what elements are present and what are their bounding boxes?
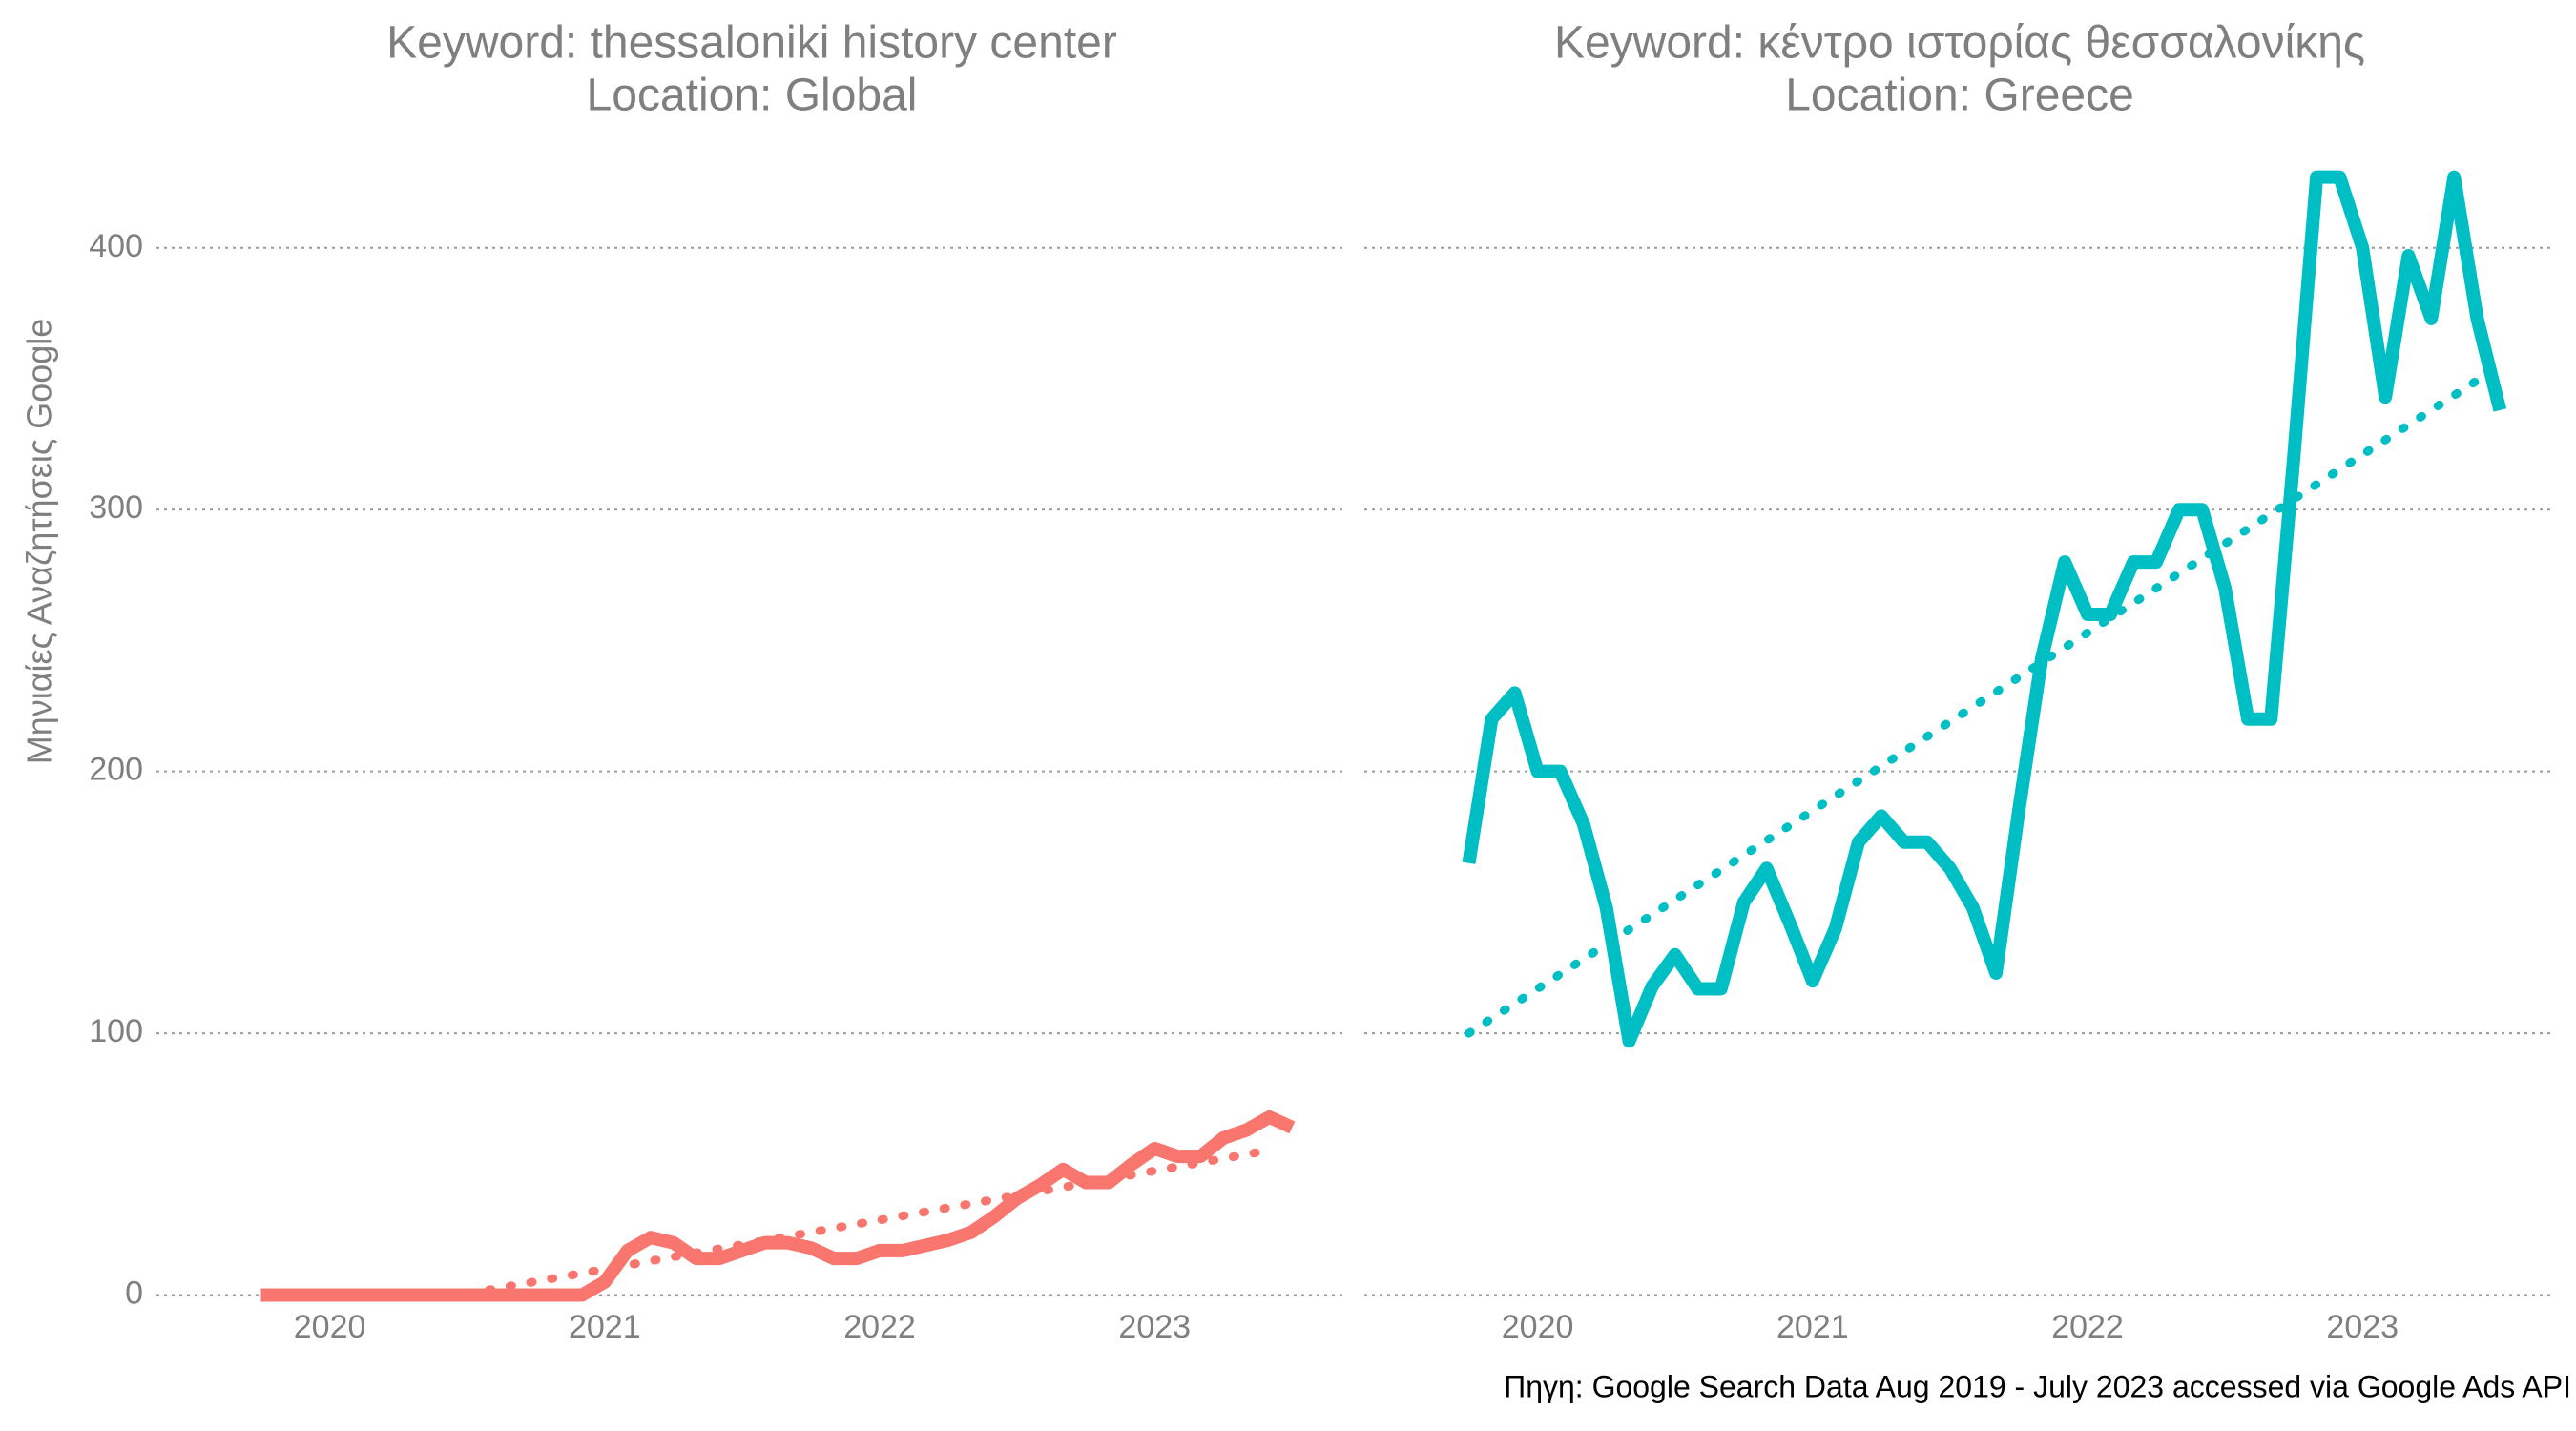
panel-subtitle: Location: Greece (1785, 71, 2134, 121)
x-tick-label: 2020 (294, 1309, 366, 1345)
y-tick-label: 100 (89, 1013, 143, 1049)
x-tick-label: 2023 (1118, 1309, 1191, 1345)
x-tick-label: 2021 (1776, 1309, 1849, 1345)
trend-line (1465, 361, 2504, 1038)
panel-title: Keyword: thessaloniki history center (386, 18, 1117, 69)
y-tick-label: 200 (89, 752, 143, 788)
panel-subtitle: Location: Global (587, 71, 918, 121)
caption: Πηγη: Google Search Data Aug 2019 - July… (1504, 1369, 2571, 1403)
trend-line (485, 1147, 1270, 1295)
x-tick-label: 2020 (1502, 1309, 1574, 1345)
x-tick-label: 2022 (843, 1309, 916, 1345)
y-tick-label: 300 (89, 489, 143, 526)
x-tick-label: 2023 (2326, 1309, 2399, 1345)
x-tick-label: 2022 (2051, 1309, 2124, 1345)
y-axis-label: Μηνιαίες Αναζητήσεις Google (20, 319, 59, 765)
data-line (260, 1110, 1296, 1302)
panel-title: Keyword: κέντρο ιστορίας θεσσαλονίκης (1554, 18, 2365, 69)
y-tick-label: 400 (89, 228, 143, 264)
y-tick-label: 0 (125, 1275, 143, 1312)
data-line (1462, 170, 2507, 1048)
x-tick-label: 2021 (569, 1309, 641, 1345)
